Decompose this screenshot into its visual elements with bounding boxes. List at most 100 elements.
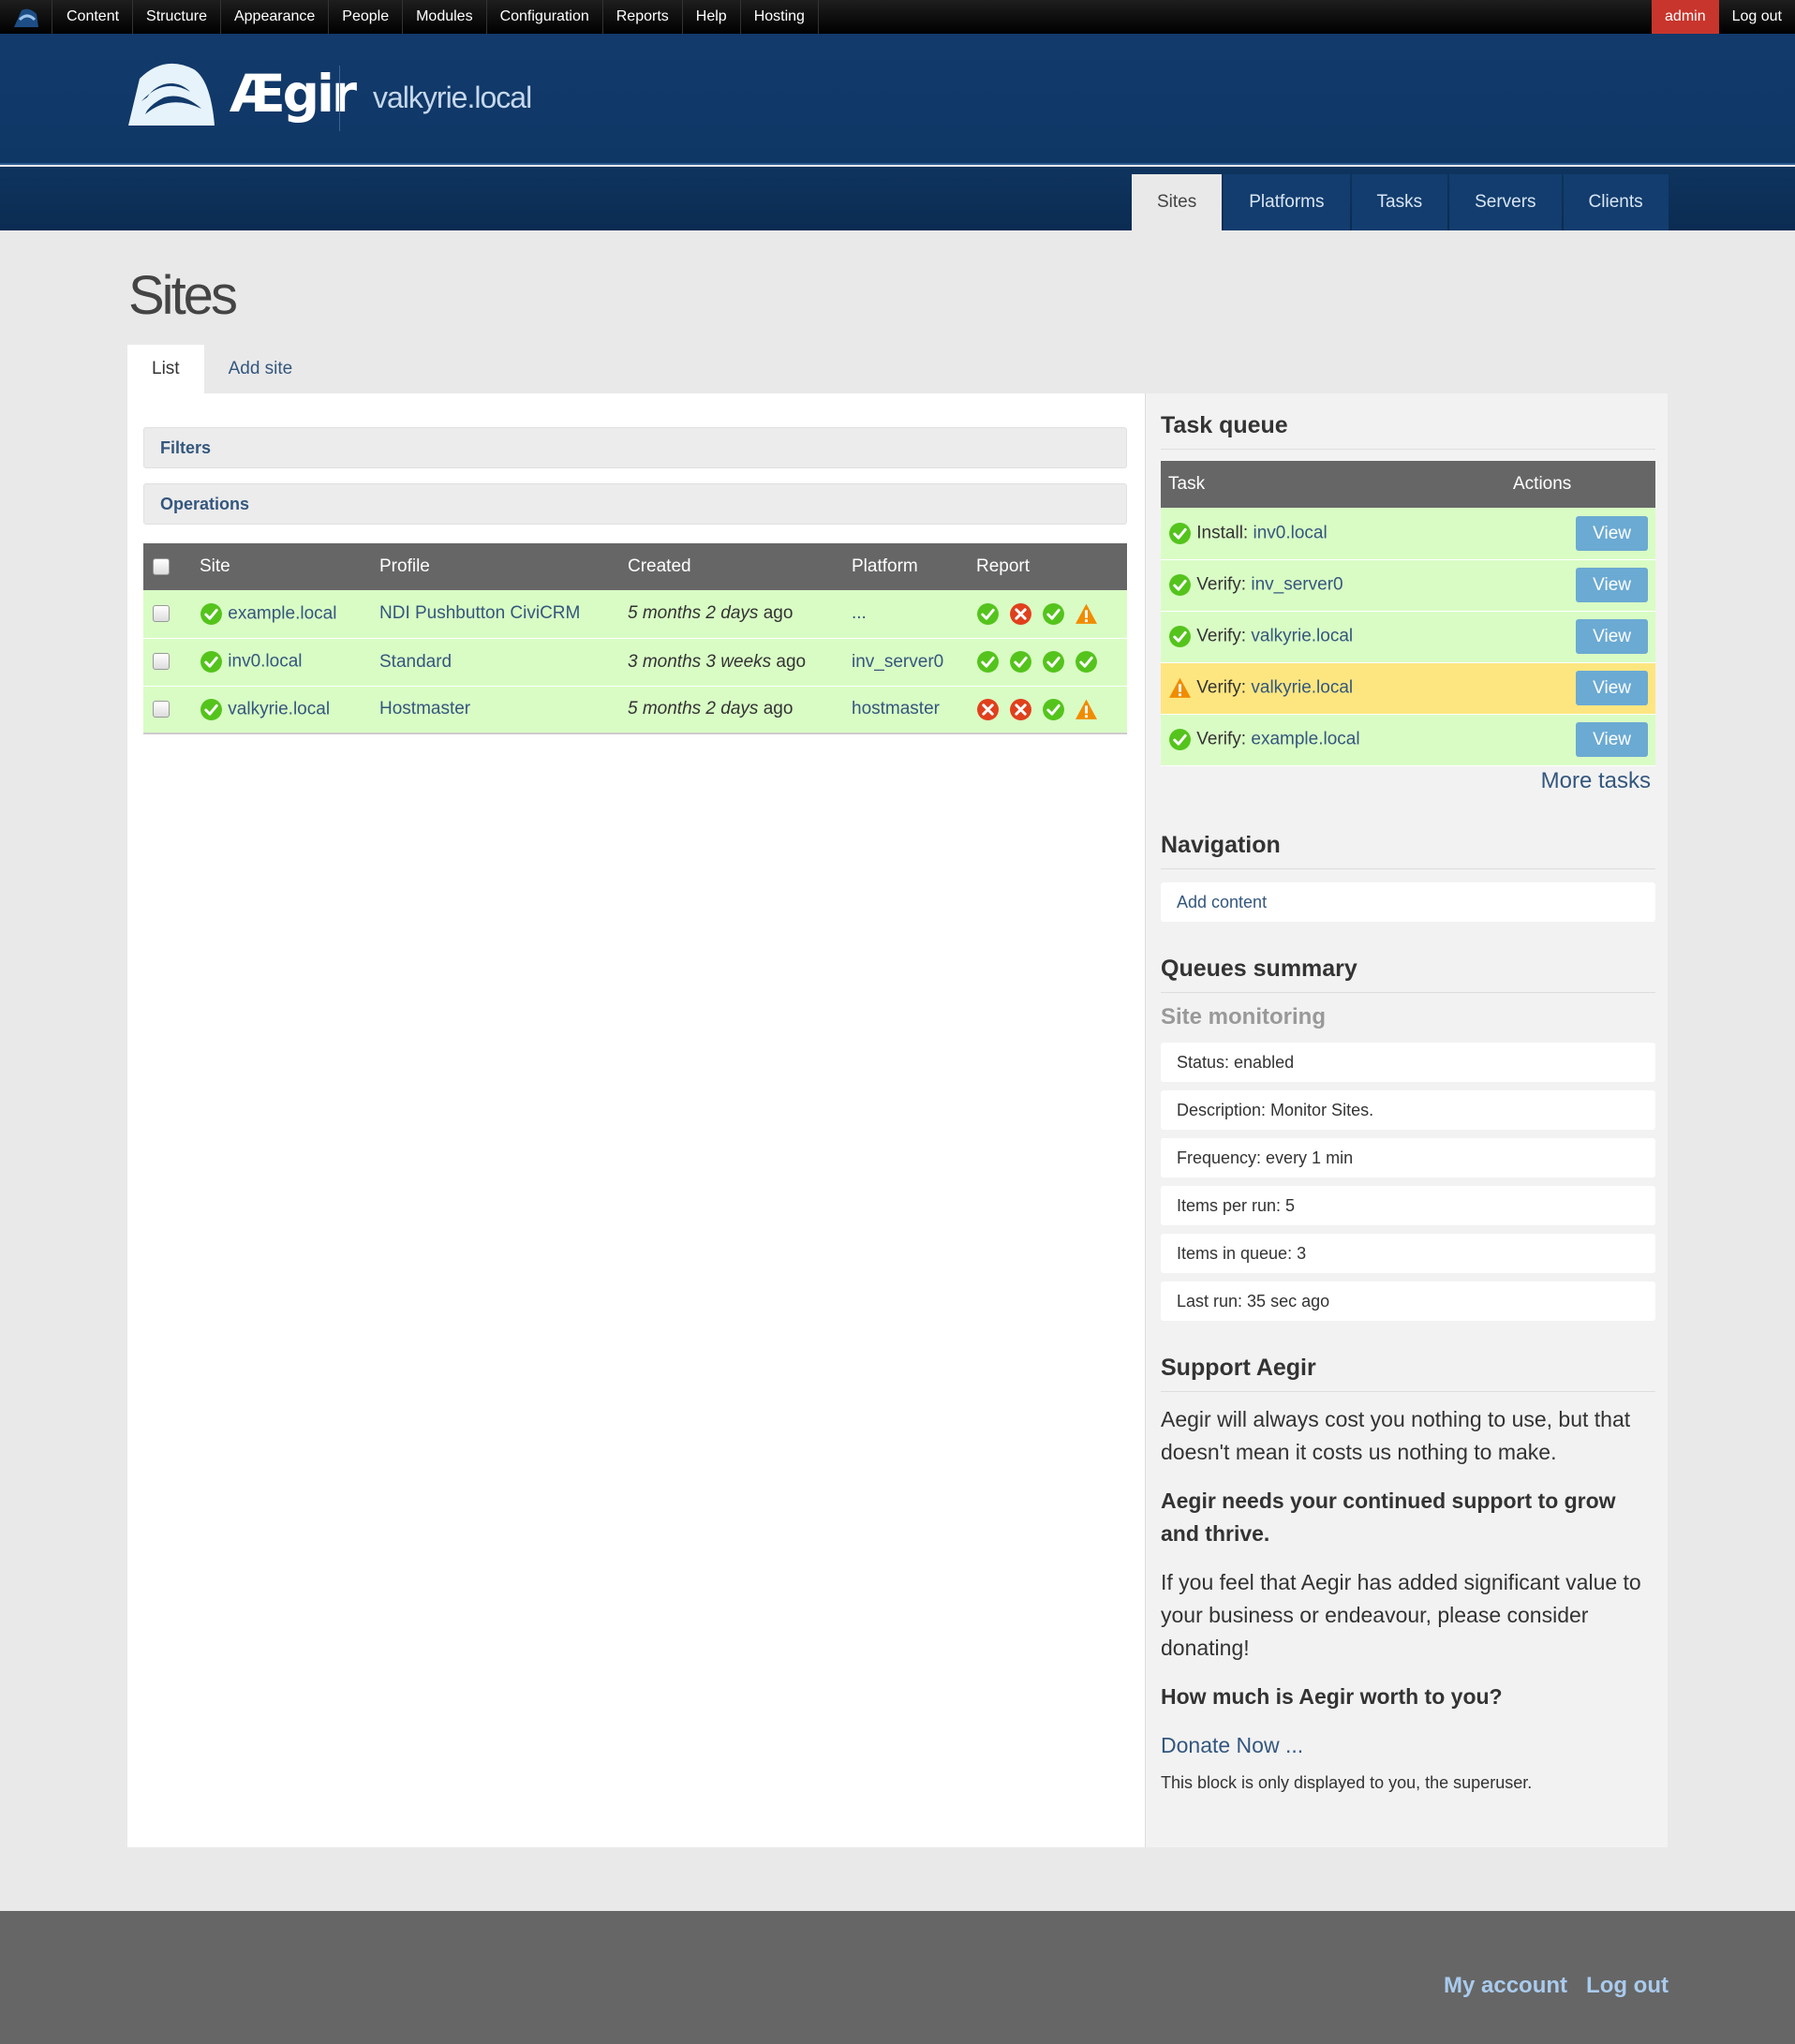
- task-type: Install:: [1196, 523, 1249, 543]
- column-report: Report: [967, 543, 1127, 590]
- table-row: valkyrie.local Hostmaster 5 months 2 days …: [143, 686, 1127, 734]
- add-content-link[interactable]: Add content: [1177, 893, 1268, 911]
- check-icon: [1042, 650, 1065, 674]
- platform-link[interactable]: hostmaster: [852, 699, 940, 719]
- column-created[interactable]: Created: [618, 543, 842, 590]
- task-row: Install: inv0.local View: [1161, 508, 1655, 560]
- column-profile[interactable]: Profile: [370, 543, 618, 590]
- task-row: Verify: valkyrie.local View: [1161, 662, 1655, 715]
- toolbar-item-content[interactable]: Content: [53, 0, 134, 34]
- task-target-link[interactable]: valkyrie.local: [1251, 626, 1354, 646]
- check-icon: [976, 650, 1000, 674]
- toolbar-item-help[interactable]: Help: [683, 0, 741, 34]
- task-target-link[interactable]: inv0.local: [1253, 523, 1328, 543]
- local-tabs: List Add site: [127, 345, 317, 393]
- site-link[interactable]: example.local: [228, 603, 337, 624]
- superuser-note: This block is only displayed to you, the…: [1161, 1773, 1533, 1792]
- filters-fieldset[interactable]: Filters: [143, 427, 1127, 468]
- site-link[interactable]: valkyrie.local: [228, 699, 331, 719]
- task-type: Verify:: [1196, 626, 1247, 646]
- check-icon: [1009, 650, 1032, 674]
- table-row: example.local NDI Pushbutton CiviCRM 5 mon…: [143, 590, 1127, 639]
- task-type: Verify:: [1196, 729, 1247, 749]
- platform-link[interactable]: ...: [852, 603, 867, 624]
- row-checkbox[interactable]: [153, 605, 170, 623]
- toolbar-item-configuration[interactable]: Configuration: [487, 0, 603, 34]
- site-header: Ægir valkyrie.local: [0, 34, 1795, 165]
- platform-link[interactable]: inv_server0: [852, 651, 944, 672]
- footer-my-account-link[interactable]: My account: [1444, 1973, 1568, 1998]
- view-task-button[interactable]: View: [1576, 671, 1648, 705]
- created-cell: 5 months 2 days ago: [618, 686, 842, 734]
- sites-table: Site Profile Created Platform Report exa…: [143, 543, 1127, 734]
- tab-sites[interactable]: Sites: [1132, 174, 1223, 230]
- navigation-title: Navigation: [1161, 832, 1655, 869]
- tab-clients[interactable]: Clients: [1563, 174, 1669, 230]
- view-task-button[interactable]: View: [1576, 722, 1648, 757]
- task-type: Verify:: [1196, 574, 1247, 595]
- toolbar-item-reports[interactable]: Reports: [603, 0, 683, 34]
- error-icon: [1009, 602, 1032, 626]
- toolbar-item-appearance[interactable]: Appearance: [221, 0, 330, 34]
- toolbar-item-hosting[interactable]: Hosting: [741, 0, 819, 34]
- view-task-button[interactable]: View: [1576, 568, 1648, 602]
- report-cell: [967, 638, 1127, 687]
- task-row: Verify: inv_server0 View: [1161, 559, 1655, 612]
- toolbar-logout-link[interactable]: Log out: [1731, 8, 1782, 24]
- error-icon: [1009, 698, 1032, 721]
- check-icon: [200, 650, 223, 674]
- profile-link[interactable]: Hostmaster: [379, 699, 471, 719]
- tab-servers[interactable]: Servers: [1449, 174, 1562, 230]
- site-name[interactable]: valkyrie.local: [373, 81, 532, 114]
- toolbar-item-structure[interactable]: Structure: [133, 0, 221, 34]
- check-icon: [1042, 698, 1065, 721]
- more-tasks-link[interactable]: More tasks: [1540, 768, 1651, 793]
- toolbar-user-link[interactable]: admin: [1652, 0, 1719, 34]
- queue-items-per-run: Items per run: 5: [1161, 1186, 1655, 1225]
- task-queue-header-task: Task: [1161, 461, 1506, 508]
- queue-items-in-queue: Items in queue: 3: [1161, 1234, 1655, 1273]
- logo-text[interactable]: Ægir: [230, 64, 357, 124]
- queues-summary-title: Queues summary: [1161, 955, 1655, 993]
- check-icon: [1168, 728, 1192, 751]
- task-target-link[interactable]: valkyrie.local: [1251, 677, 1354, 698]
- task-target-link[interactable]: inv_server0: [1251, 574, 1343, 595]
- view-task-button[interactable]: View: [1576, 515, 1648, 551]
- toolbar-item-modules[interactable]: Modules: [403, 0, 487, 34]
- toolbar-menu: Content Structure Appearance People Modu…: [53, 0, 819, 34]
- task-target-link[interactable]: example.local: [1251, 729, 1360, 749]
- tab-list[interactable]: List: [127, 345, 204, 393]
- tab-tasks[interactable]: Tasks: [1351, 174, 1448, 230]
- task-queue-title: Task queue: [1161, 412, 1655, 450]
- queue-description: Description: Monitor Sites.: [1161, 1090, 1655, 1130]
- table-row: inv0.local Standard 3 months 3 weeks ago in…: [143, 638, 1127, 687]
- column-platform[interactable]: Platform: [842, 543, 967, 590]
- tab-add-site[interactable]: Add site: [228, 359, 293, 378]
- site-link[interactable]: inv0.local: [228, 651, 303, 672]
- page-title: Sites: [128, 265, 238, 326]
- row-checkbox[interactable]: [153, 701, 170, 718]
- tab-platforms[interactable]: Platforms: [1224, 174, 1350, 230]
- profile-link[interactable]: Standard: [379, 651, 452, 672]
- support-text-2: Aegir needs your continued support to gr…: [1161, 1489, 1616, 1546]
- aegir-logo-icon[interactable]: [126, 60, 218, 132]
- footer-logout-link[interactable]: Log out: [1586, 1973, 1669, 1998]
- view-task-button[interactable]: View: [1576, 619, 1648, 654]
- admin-toolbar: Content Structure Appearance People Modu…: [0, 0, 1795, 34]
- created-cell: 5 months 2 days ago: [618, 590, 842, 639]
- toolbar-item-people[interactable]: People: [329, 0, 404, 34]
- check-icon: [1168, 573, 1192, 597]
- check-icon: [976, 602, 1000, 626]
- home-icon[interactable]: [0, 0, 52, 34]
- profile-link[interactable]: NDI Pushbutton CiviCRM: [379, 603, 581, 624]
- support-title: Support Aegir: [1161, 1355, 1655, 1392]
- donate-link[interactable]: Donate Now ...: [1161, 1733, 1304, 1757]
- navigation-menu: Add content: [1161, 882, 1655, 922]
- sidebar: Task queue Task Actions Install: inv0.lo…: [1145, 393, 1668, 1847]
- column-site[interactable]: Site: [190, 543, 370, 590]
- row-checkbox[interactable]: [153, 653, 170, 671]
- select-all-checkbox[interactable]: [153, 557, 170, 575]
- operations-fieldset[interactable]: Operations: [143, 483, 1127, 525]
- check-icon: [1075, 650, 1098, 674]
- task-row: Verify: valkyrie.local View: [1161, 611, 1655, 663]
